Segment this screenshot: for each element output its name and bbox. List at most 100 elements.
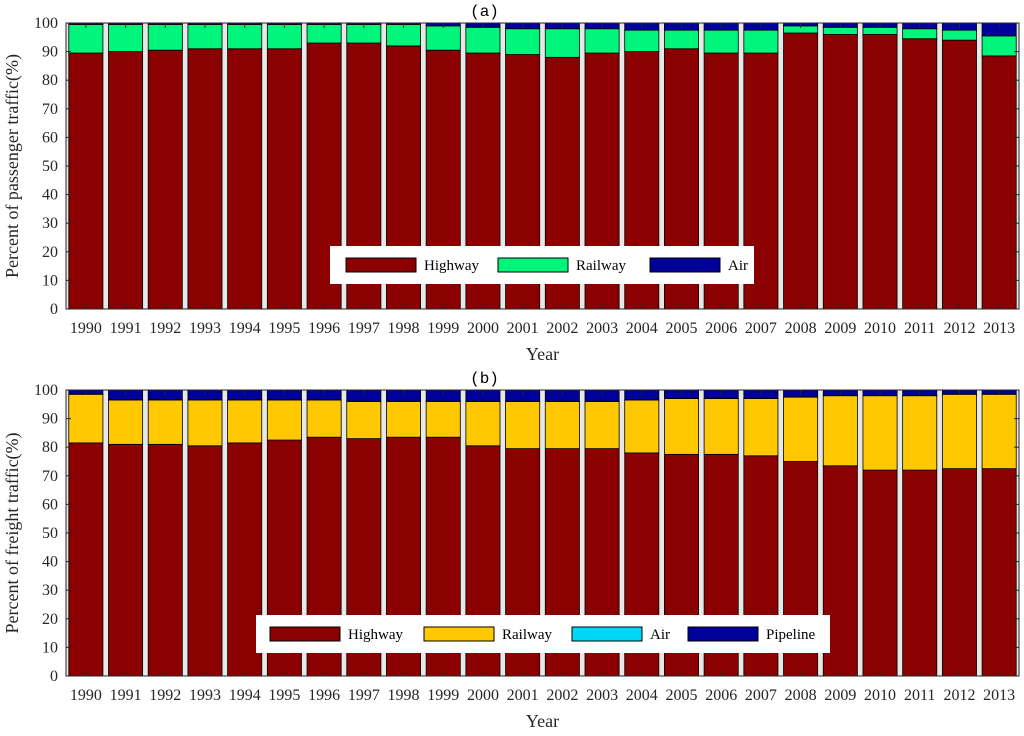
legend-swatch-highway xyxy=(270,627,340,641)
bar-segment-highway-2011 xyxy=(903,39,937,309)
x-tick-label: 1998 xyxy=(388,687,420,704)
y-tick-label: 100 xyxy=(34,382,58,399)
x-tick-label: 2008 xyxy=(785,320,817,337)
bar-segment-highway-2012 xyxy=(942,469,976,676)
bar-segment-railway-1994 xyxy=(228,400,262,443)
bar-segment-highway-1990 xyxy=(69,443,103,676)
legend-swatch-highway xyxy=(346,258,416,272)
x-tick-label: 2013 xyxy=(983,320,1015,337)
bar-segment-railway-2007 xyxy=(744,30,778,53)
x-tick-label: 2003 xyxy=(586,687,618,704)
bar-segment-railway-1992 xyxy=(148,24,182,50)
bar-segment-railway-1999 xyxy=(426,401,460,437)
x-tick-label: 2006 xyxy=(705,320,737,337)
y-tick-label: 90 xyxy=(42,411,58,428)
x-tick-label: 1993 xyxy=(189,320,221,337)
bar-segment-railway-1995 xyxy=(267,400,301,440)
y-axis-label: Percent of freight traffic(%) xyxy=(2,432,23,633)
y-tick-label: 100 xyxy=(34,15,58,32)
x-tick-label: 2002 xyxy=(546,687,578,704)
y-tick-label: 60 xyxy=(42,129,58,146)
x-axis-label: Year xyxy=(526,711,559,731)
legend-swatch-pipeline xyxy=(688,627,758,641)
x-tick-label: 1997 xyxy=(348,687,380,704)
x-tick-label: 2012 xyxy=(943,687,975,704)
bar-segment-railway-2002 xyxy=(545,401,579,448)
bar-segment-railway-2007 xyxy=(744,399,778,456)
bar-segment-highway-1995 xyxy=(267,49,301,309)
y-axis-label: Percent of passenger traffic(%) xyxy=(2,54,23,278)
x-tick-label: 2012 xyxy=(943,320,975,337)
bar-segment-railway-2002 xyxy=(545,29,579,58)
x-tick-label: 2010 xyxy=(864,687,896,704)
x-tick-label: 2009 xyxy=(824,687,856,704)
y-tick-label: 50 xyxy=(42,158,58,175)
x-tick-label: 1998 xyxy=(388,320,420,337)
bar-segment-railway-2003 xyxy=(585,401,619,448)
legend-label-pipeline: Pipeline xyxy=(766,627,816,643)
bar-segment-railway-2005 xyxy=(664,30,698,49)
bar-segment-railway-2000 xyxy=(466,401,500,445)
bar-segment-railway-2011 xyxy=(903,396,937,470)
x-tick-label: 1999 xyxy=(427,687,459,704)
legend-label-railway: Railway xyxy=(502,627,552,643)
bar-segment-highway-2008 xyxy=(784,33,818,309)
bar-segment-railway-2013 xyxy=(982,394,1016,468)
bar-segment-railway-1991 xyxy=(108,24,142,51)
legend-swatch-air xyxy=(572,627,642,641)
bar-segment-railway-2004 xyxy=(625,400,659,453)
y-tick-label: 80 xyxy=(42,439,58,456)
x-tick-label: 1991 xyxy=(110,320,142,337)
x-tick-label: 1991 xyxy=(110,687,142,704)
bar-segment-railway-1994 xyxy=(228,24,262,48)
bar-segment-highway-2013 xyxy=(982,56,1016,309)
legend-swatch-railway xyxy=(424,627,494,641)
bar-segment-railway-1993 xyxy=(188,24,222,48)
y-tick-label: 40 xyxy=(42,554,58,571)
y-tick-label: 20 xyxy=(42,244,58,261)
bar-segment-highway-2011 xyxy=(903,470,937,676)
bar-segment-railway-2001 xyxy=(506,29,540,55)
bar-segment-highway-1991 xyxy=(108,444,142,676)
bar-segment-railway-2012 xyxy=(942,30,976,40)
x-tick-label: 1995 xyxy=(268,687,300,704)
x-tick-label: 2007 xyxy=(745,687,777,704)
x-tick-label: 1996 xyxy=(308,687,340,704)
bar-segment-railway-2004 xyxy=(625,30,659,51)
bar-segment-railway-1993 xyxy=(188,400,222,446)
bar-segment-highway-1990 xyxy=(69,53,103,309)
legend-swatch-air xyxy=(650,258,720,272)
bar-segment-highway-1992 xyxy=(148,444,182,676)
y-tick-label: 70 xyxy=(42,468,58,485)
x-tick-label: 2000 xyxy=(467,687,499,704)
bar-segment-railway-1997 xyxy=(347,401,381,438)
bar-segment-railway-1999 xyxy=(426,26,460,50)
x-tick-label: 2010 xyxy=(864,320,896,337)
x-tick-label: 2011 xyxy=(904,320,935,337)
y-tick-label: 90 xyxy=(42,44,58,61)
x-tick-label: 2000 xyxy=(467,320,499,337)
bar-segment-highway-1994 xyxy=(228,49,262,309)
x-tick-label: 2003 xyxy=(586,320,618,337)
y-tick-label: 30 xyxy=(42,582,58,599)
y-tick-label: 0 xyxy=(50,301,58,318)
bar-segment-railway-1991 xyxy=(108,400,142,444)
bar-segment-railway-2008 xyxy=(784,397,818,461)
x-tick-label: 1992 xyxy=(149,320,181,337)
bar-segment-highway-1993 xyxy=(188,446,222,676)
bar-segment-highway-2010 xyxy=(863,34,897,309)
bar-segment-highway-1993 xyxy=(188,49,222,309)
legend-label-highway: Highway xyxy=(348,627,403,643)
x-tick-label: 2007 xyxy=(745,320,777,337)
bar-segment-railway-1996 xyxy=(307,400,341,437)
x-tick-label: 2004 xyxy=(626,320,658,337)
bar-segment-highway-1991 xyxy=(108,52,142,309)
x-tick-label: 1992 xyxy=(149,687,181,704)
x-axis-label: Year xyxy=(526,344,559,364)
x-tick-label: 1993 xyxy=(189,687,221,704)
